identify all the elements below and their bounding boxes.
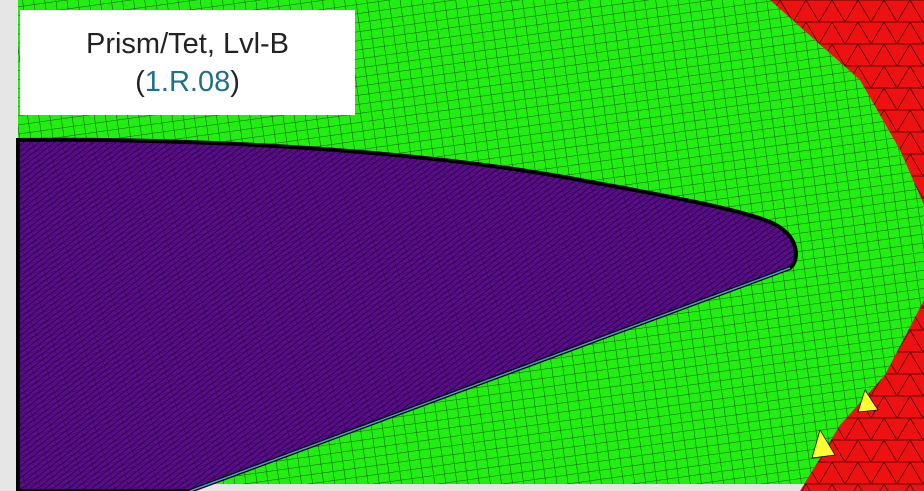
caption-box: Prism/Tet, Lvl-B (1.R.08): [20, 10, 355, 115]
caption-title: Prism/Tet, Lvl-B: [86, 25, 289, 63]
mesh-view: Prism/Tet, Lvl-B (1.R.08): [0, 0, 924, 491]
paren: ): [230, 66, 240, 98]
case-code: 1.R.08: [145, 66, 230, 98]
caption-code-line: (1.R.08): [135, 63, 240, 101]
paren: (: [135, 66, 145, 98]
